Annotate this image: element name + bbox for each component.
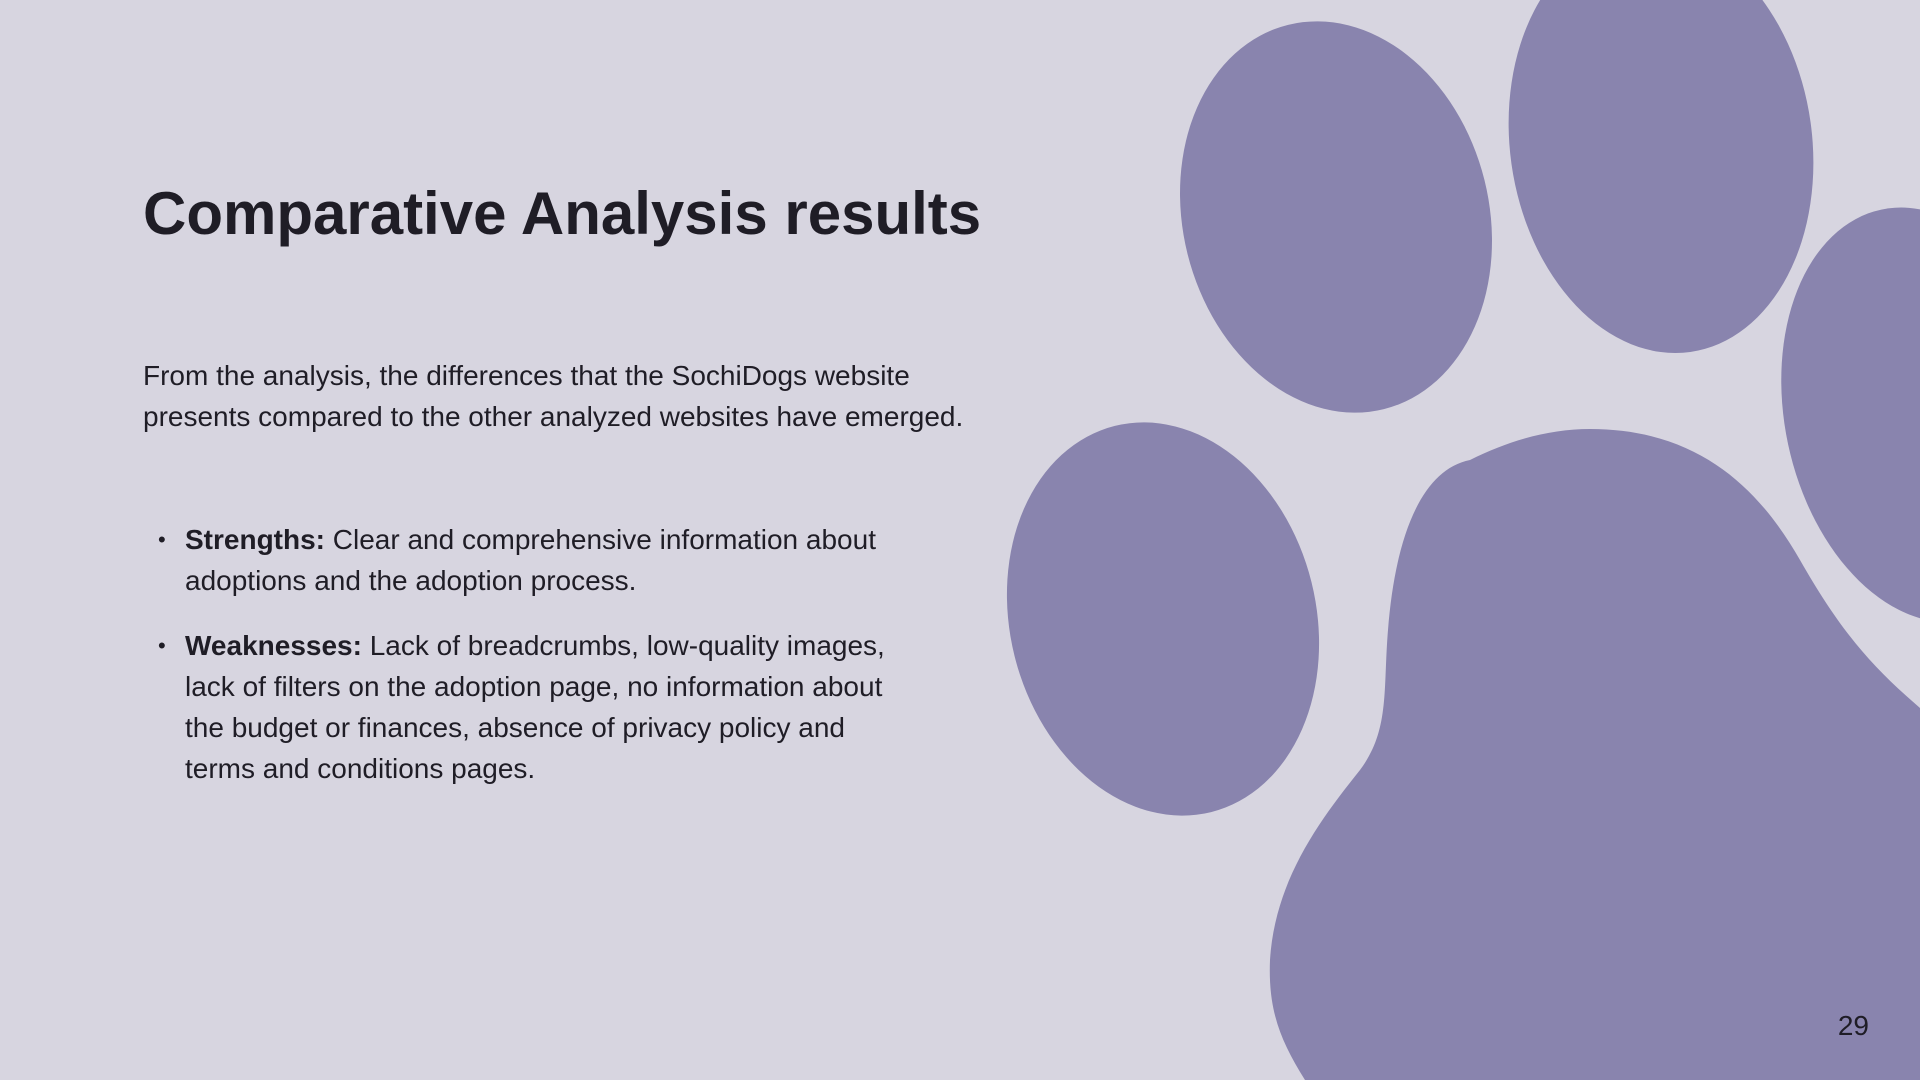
paw-toe-1 <box>1180 21 1492 413</box>
weaknesses-text: Lack of breadcrumbs, low-quality images,… <box>185 630 885 784</box>
weaknesses-label: Weaknesses: <box>185 630 362 661</box>
paw-toe-3 <box>1781 207 1920 623</box>
paw-pad <box>1269 429 1920 1080</box>
paw-toe-4 <box>1006 422 1320 816</box>
strengths-label: Strengths: <box>185 524 325 555</box>
intro-paragraph: From the analysis, the differences that … <box>143 360 964 432</box>
bullet-icon: • <box>158 633 166 658</box>
list-item-weaknesses: • Weaknesses: Lack of breadcrumbs, low-q… <box>143 625 888 789</box>
page-number: 29 <box>1837 1010 1869 1041</box>
findings-list: • Strengths: Clear and comprehensive inf… <box>143 519 888 813</box>
list-item-strengths: • Strengths: Clear and comprehensive inf… <box>143 519 888 601</box>
strengths-text: Clear and comprehensive information abou… <box>185 524 876 596</box>
bullet-icon: • <box>158 527 166 552</box>
paw-toe-2 <box>1508 0 1814 354</box>
slide-title: Comparative Analysis results <box>143 180 982 247</box>
